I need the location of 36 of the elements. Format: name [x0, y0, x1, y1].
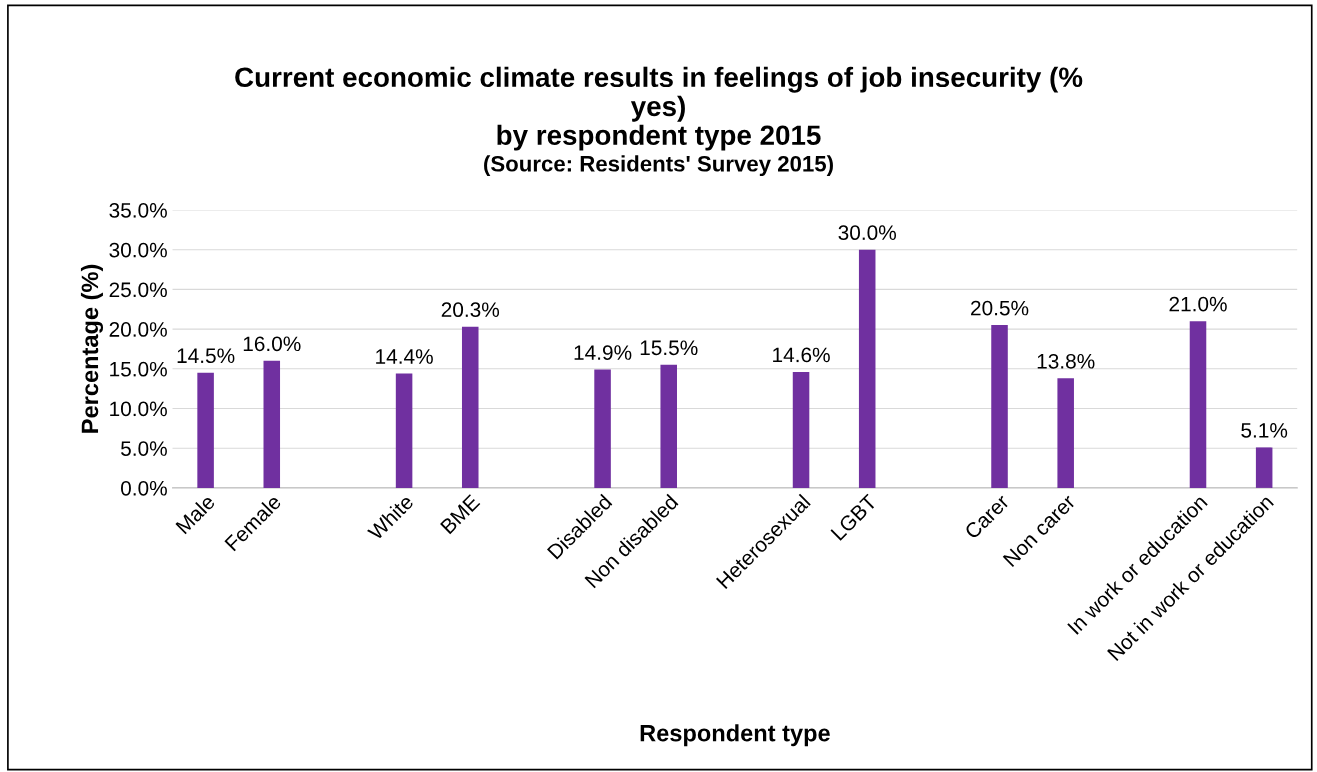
bar [594, 369, 611, 488]
data-label: 5.1% [1241, 423, 1288, 438]
x-axis-title: Respondent type [640, 724, 830, 747]
bar [858, 249, 876, 488]
data-label: 15.5% [640, 340, 698, 356]
y-tick-label: 10.0% [110, 401, 167, 417]
bar [991, 325, 1008, 488]
y-tick-label: 15.0% [110, 361, 167, 377]
bar [1189, 321, 1207, 488]
data-label: 21.0% [1169, 296, 1227, 312]
bar [1057, 378, 1074, 488]
data-label: 14.6% [773, 347, 830, 363]
data-label: 14.4% [376, 349, 433, 364]
data-label: 30.0% [838, 225, 896, 241]
data-label: 20.3% [441, 302, 500, 318]
bar [792, 371, 810, 488]
data-label: 20.5% [971, 300, 1029, 316]
bar [461, 326, 479, 488]
data-label: 16.0% [243, 336, 301, 352]
y-tick-label: 35.0% [109, 202, 167, 218]
chart-title: Current economic climate results in feelings of job insecurity (% yes) by respondent type 2015 [235, 66, 1083, 151]
data-label: 14.9% [574, 345, 632, 360]
chart-subtitle: (Source: Residents' Survey 2015) [484, 155, 833, 177]
data-label: 13.8% [1037, 353, 1095, 369]
y-tick-label: 0.0% [121, 480, 167, 496]
y-tick-label: 30.0% [109, 242, 167, 258]
bar [660, 364, 677, 488]
bar [1255, 447, 1273, 488]
bar [197, 372, 214, 488]
y-tick-label: 20.0% [109, 322, 167, 337]
y-axis-title: Percentage (%) [80, 264, 104, 433]
data-label: 14.5% [177, 348, 235, 364]
y-tick-label: 25.0% [109, 282, 167, 298]
bar [263, 360, 281, 488]
bar [395, 373, 413, 488]
y-tick-label: 5.0% [121, 441, 167, 456]
